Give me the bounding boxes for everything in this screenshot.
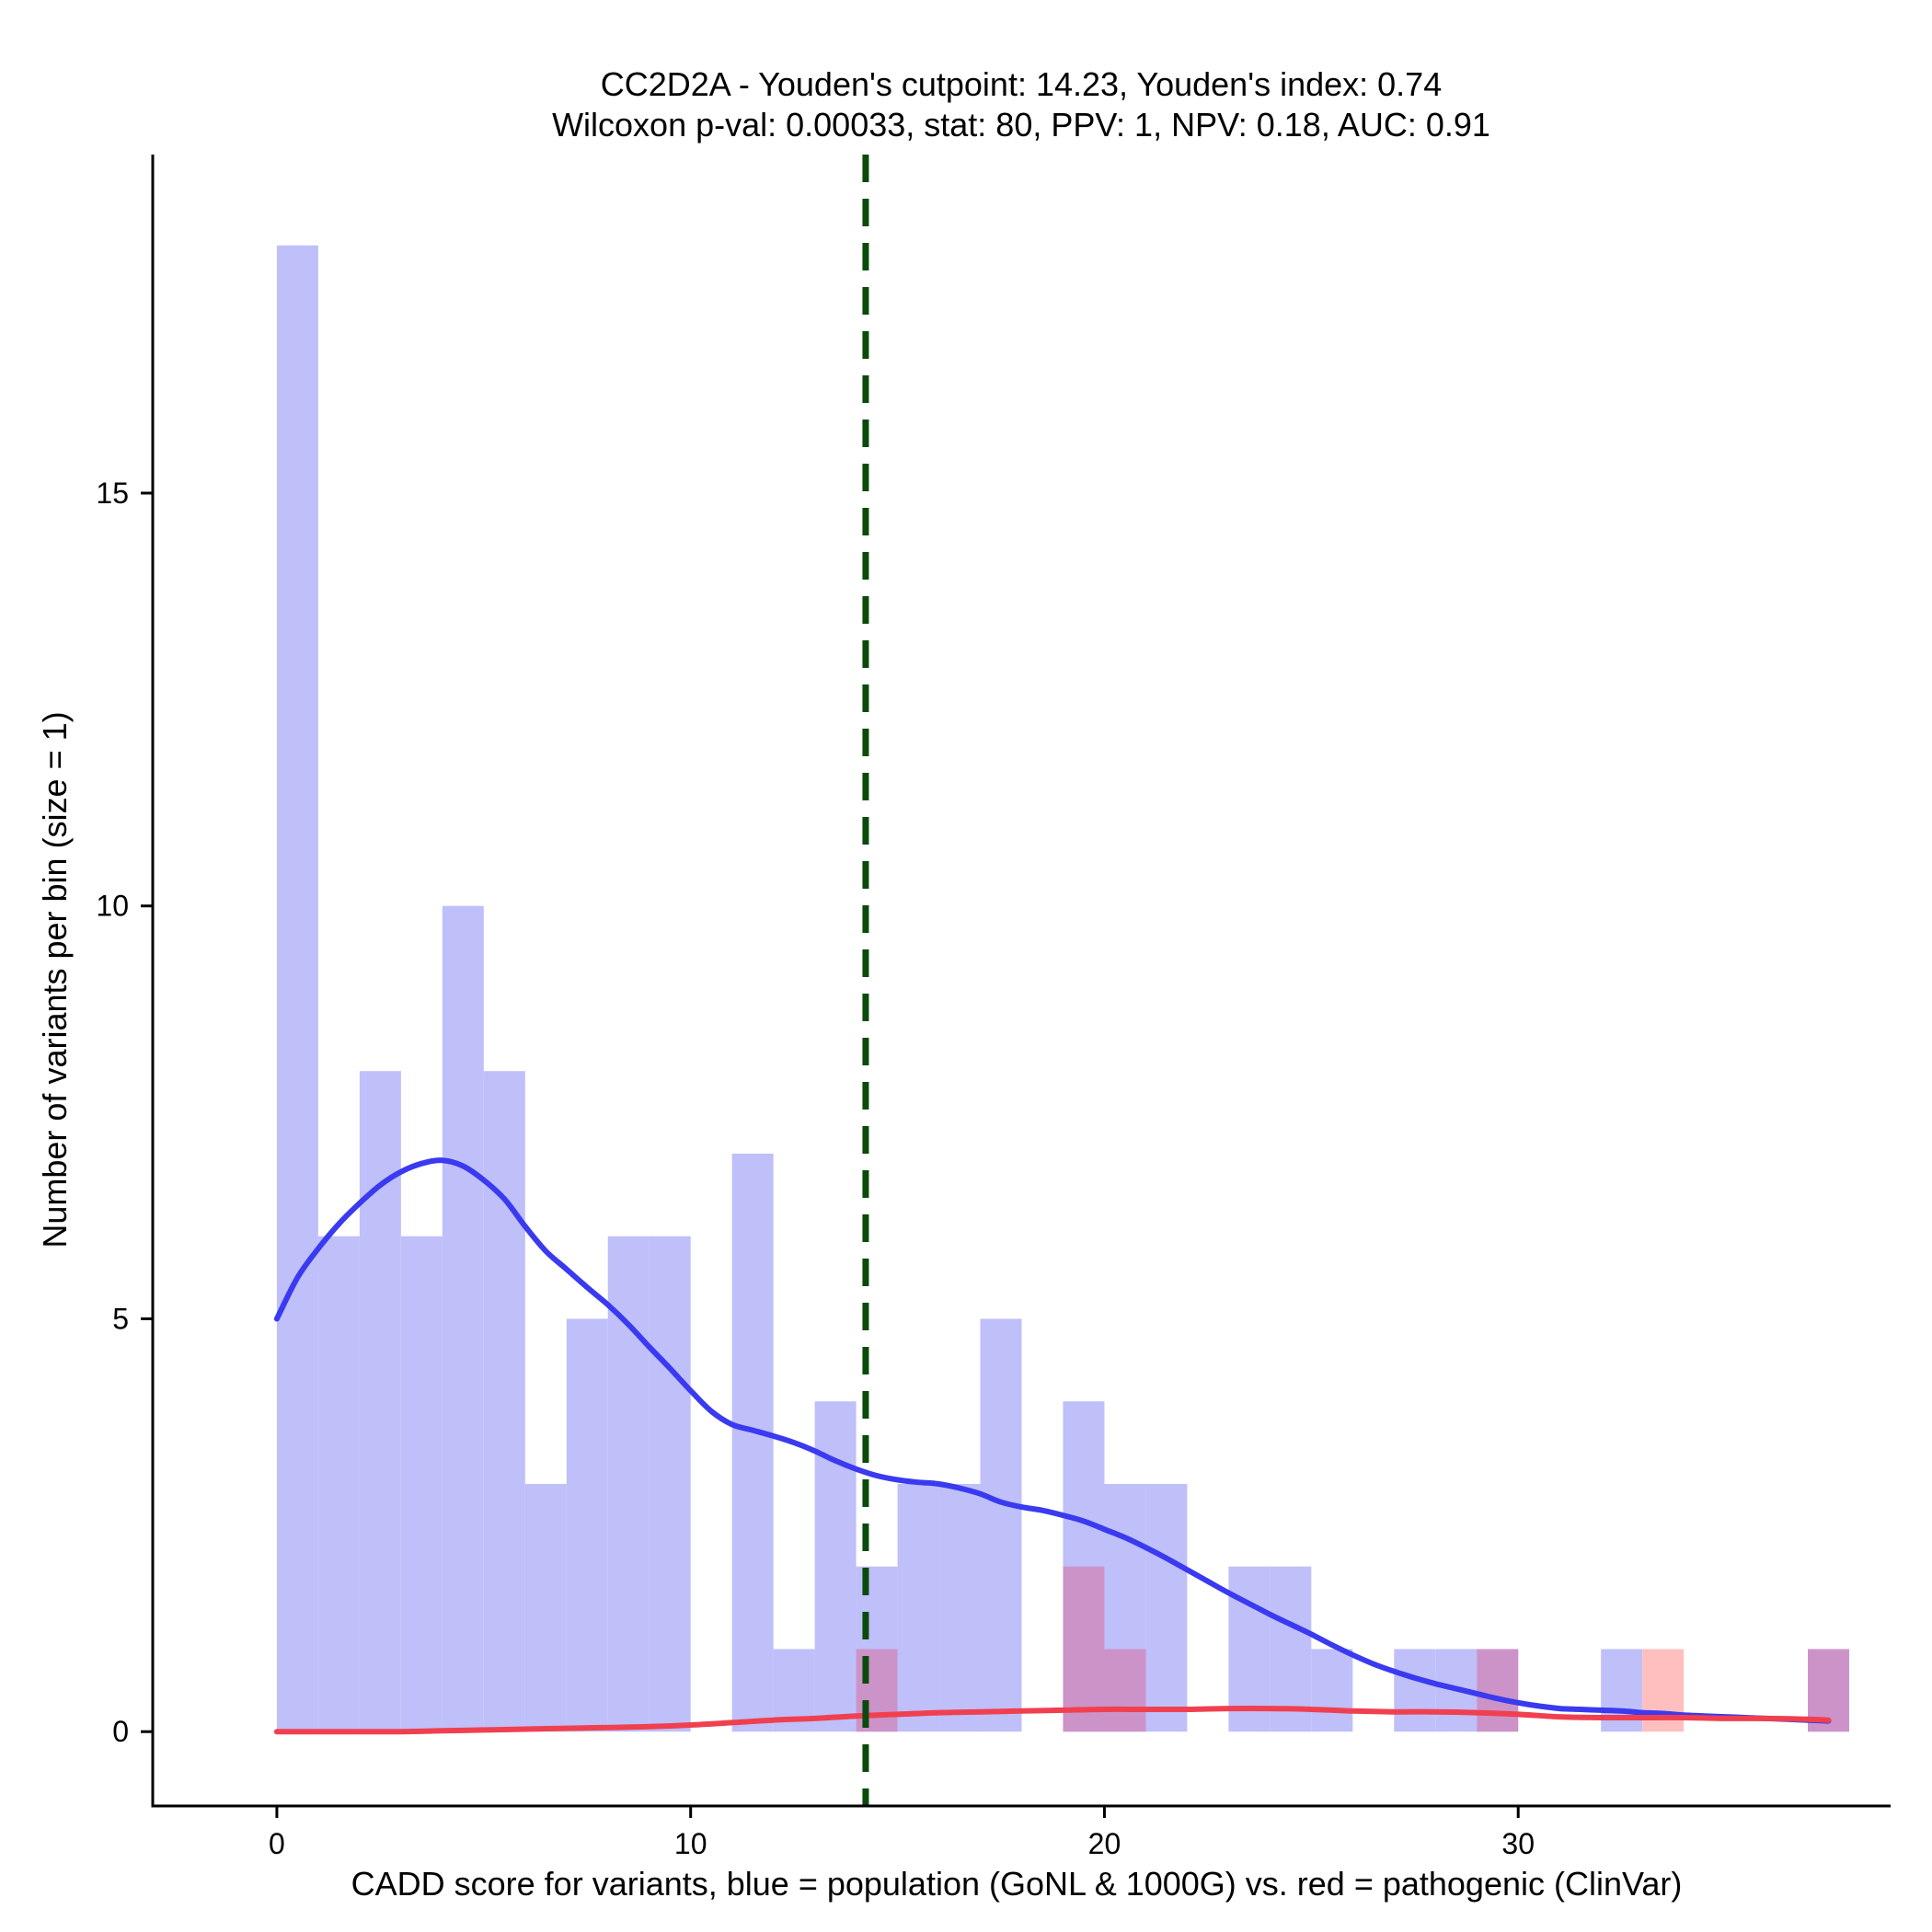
- pathogenic-bar-20: [1104, 1649, 1146, 1732]
- population-bar-17: [980, 1318, 1022, 1732]
- x-tick-label-10: 10: [674, 1827, 707, 1860]
- population-bar-11: [731, 1153, 774, 1732]
- population-bar-8: [607, 1236, 650, 1732]
- population-bar-27: [1394, 1649, 1436, 1732]
- population-density-line: [273, 1157, 1832, 1724]
- population-bar-6: [524, 1483, 567, 1732]
- population-bars: [276, 245, 1850, 1732]
- population-bar-25: [1311, 1649, 1353, 1732]
- x-axis-label: CADD score for variants, blue = populati…: [351, 1865, 1683, 1903]
- population-bar-0: [276, 245, 318, 1732]
- population-bar-2: [359, 1071, 401, 1732]
- population-bar-7: [566, 1318, 608, 1732]
- population-bar-4: [442, 905, 484, 1732]
- population-bar-9: [649, 1236, 691, 1732]
- y-tick-label-10: 10: [96, 890, 129, 923]
- pathogenic-bar-29: [1477, 1649, 1519, 1732]
- population-bar-24: [1270, 1566, 1312, 1732]
- x-tick-label-20: 20: [1088, 1827, 1121, 1860]
- chart-title-line1: CC2D2A - Youden's cutpoint: 14.23, Youde…: [601, 65, 1442, 103]
- x-axis-ticks: 0 10 20 30: [269, 1806, 1535, 1860]
- y-axis-label: Number of variants per bin (size = 1): [36, 711, 74, 1248]
- y-tick-label-5: 5: [112, 1302, 129, 1335]
- population-bar-5: [483, 1071, 525, 1732]
- x-tick-label-30: 30: [1501, 1827, 1535, 1860]
- y-tick-label-15: 15: [96, 477, 129, 510]
- y-axis-ticks: 0 5 10 15: [96, 477, 153, 1748]
- population-bar-21: [1145, 1483, 1188, 1732]
- pathogenic-bar-14: [856, 1649, 898, 1732]
- pathogenic-bar-19: [1063, 1566, 1105, 1732]
- population-bar-1: [317, 1236, 360, 1732]
- chart-title-line2: Wilcoxon p-val: 0.00033, stat: 80, PPV: …: [552, 106, 1490, 144]
- population-bar-3: [400, 1236, 443, 1732]
- population-bar-16: [938, 1483, 981, 1732]
- y-tick-label-0: 0: [112, 1715, 129, 1748]
- x-tick-label-0: 0: [269, 1827, 285, 1860]
- pathogenic-density-line: [273, 1705, 1832, 1735]
- population-bar-15: [897, 1483, 939, 1732]
- pathogenic-bars: [856, 1566, 1850, 1732]
